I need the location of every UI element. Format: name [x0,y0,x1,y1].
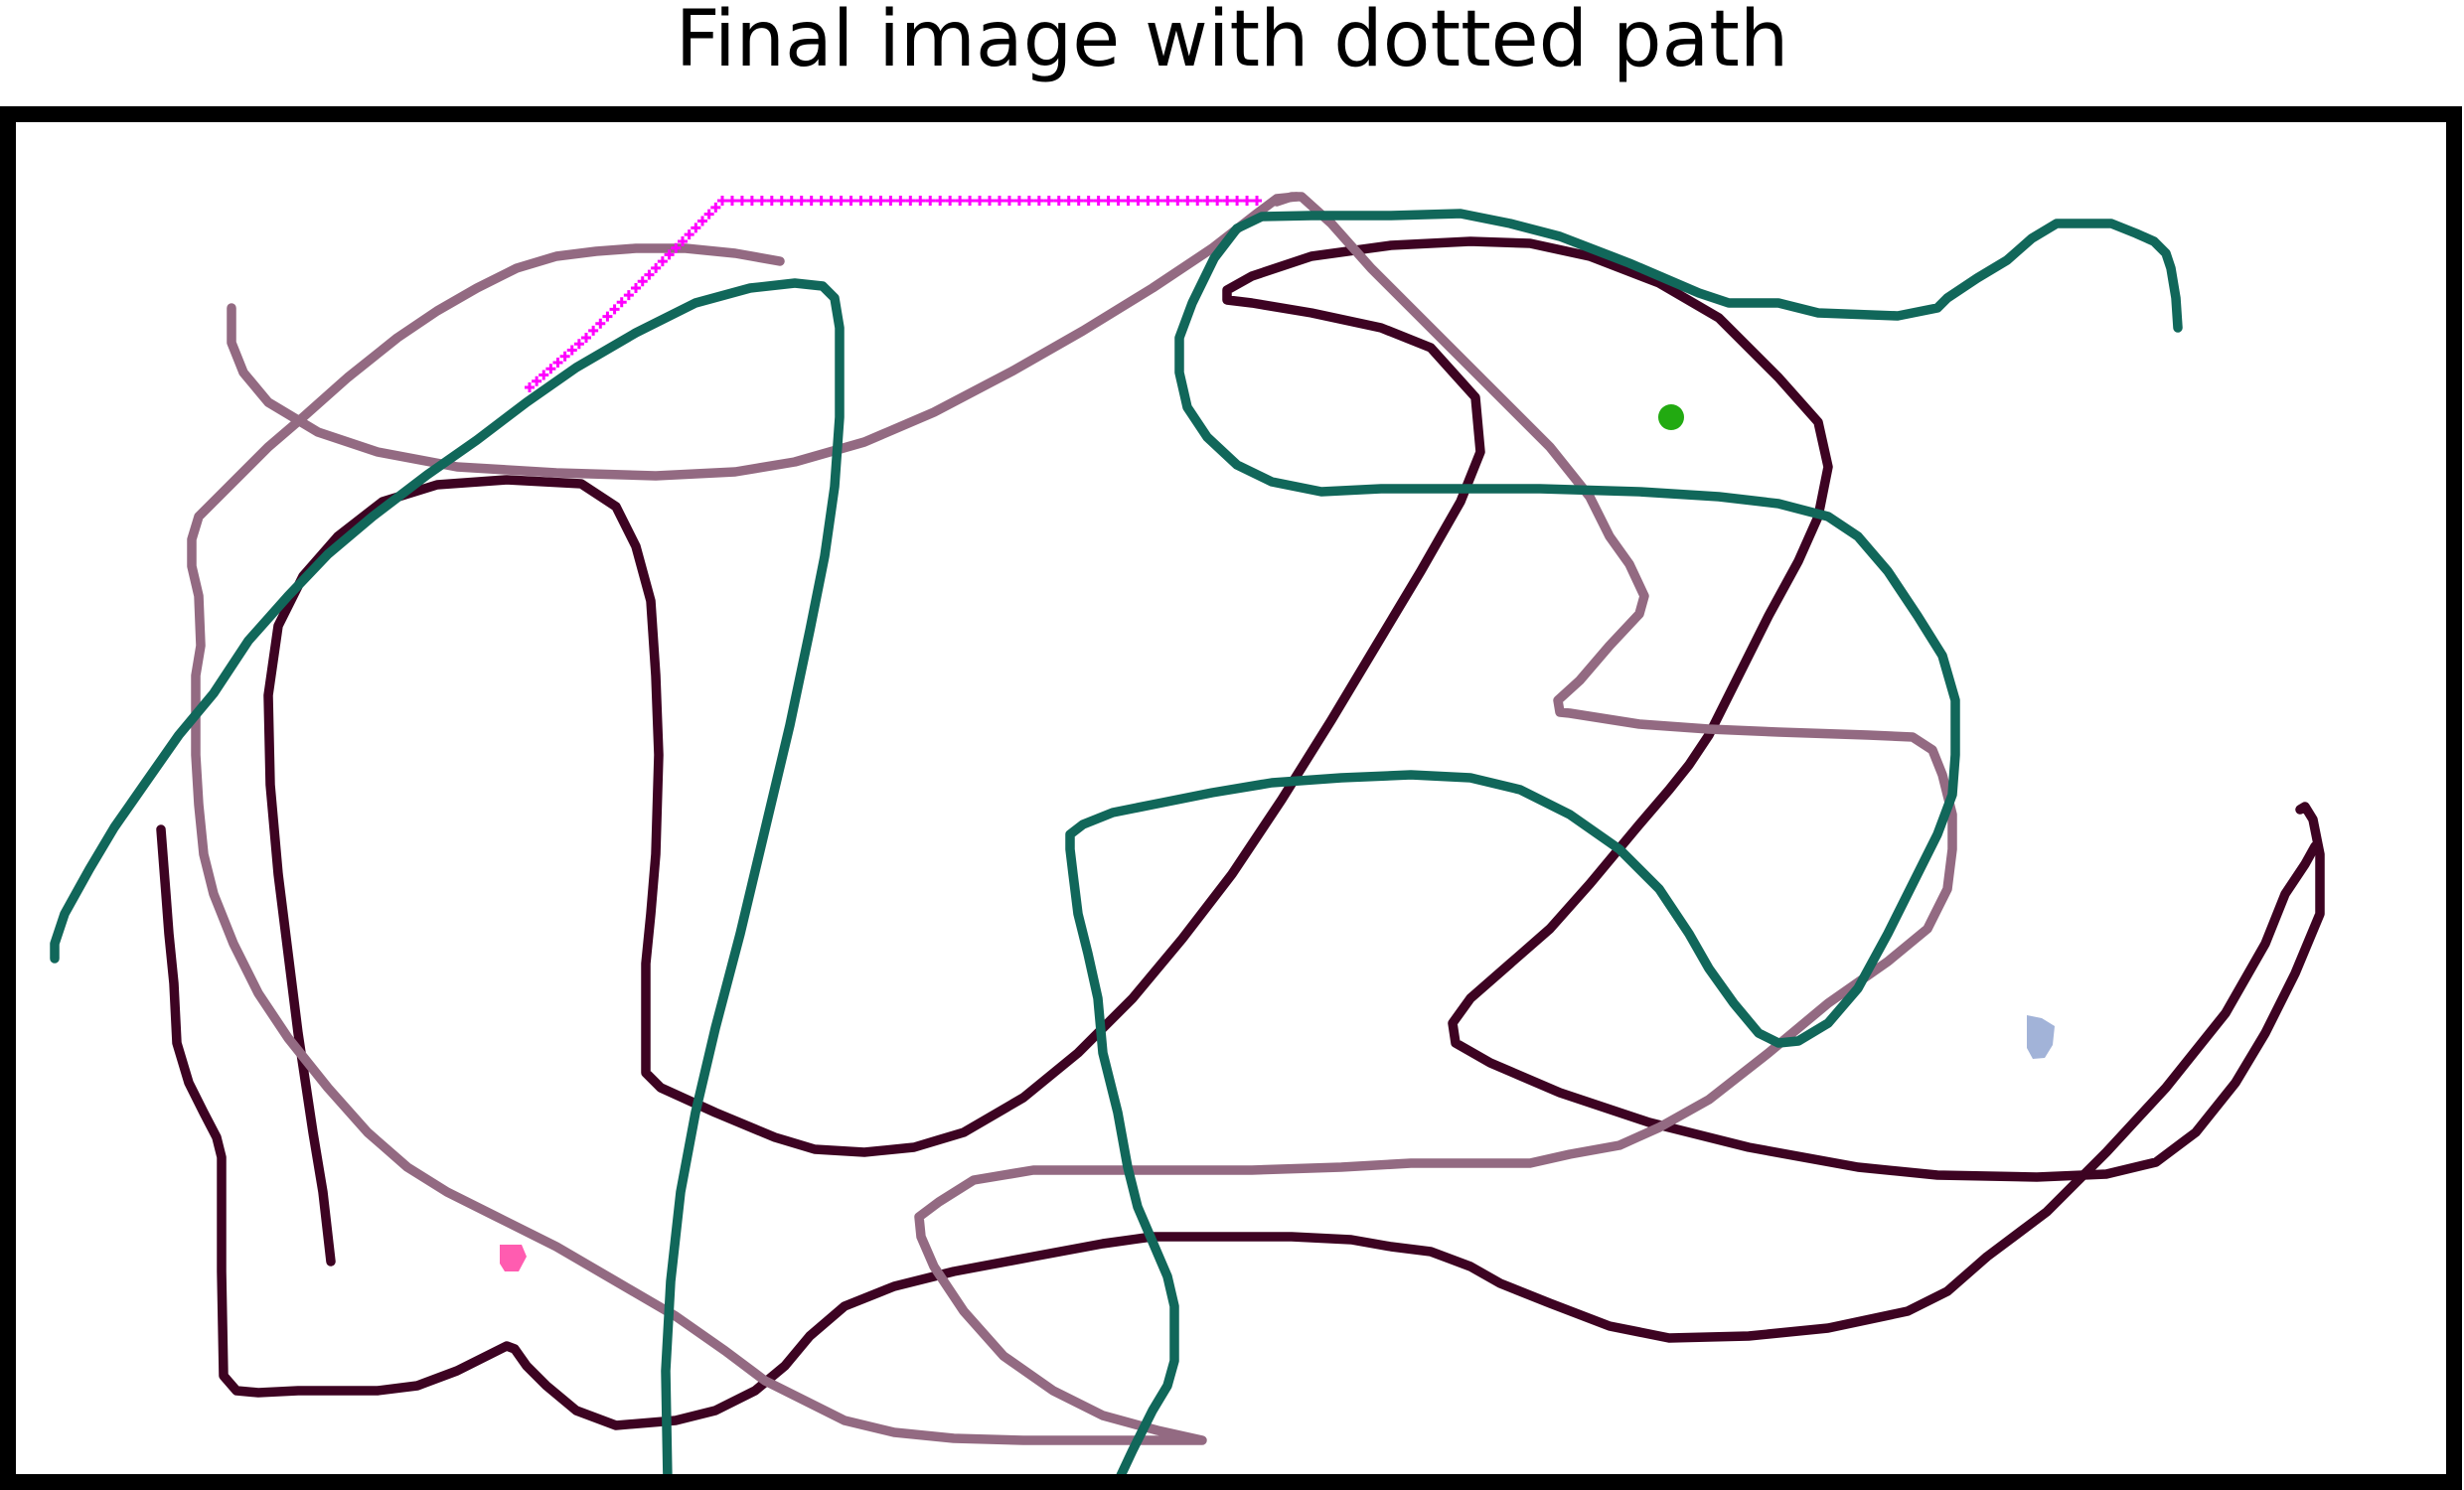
dotted-path-mark [796,196,807,206]
dotted-path-mark [726,196,737,206]
frame-border [0,106,2462,1490]
dotted-path-mark [766,196,777,206]
dotted-path-mark [581,333,591,343]
dotted-path-mark [875,196,886,206]
dotted-path-mark [1252,196,1263,206]
dotted-path-mark [1053,196,1064,206]
dotted-path-mark [1242,196,1253,206]
dotted-path-mark [609,304,620,315]
dotted-path-mark [1123,196,1134,206]
dotted-path-mark [1083,196,1094,206]
dotted-path-mark [671,242,682,253]
figure-title: Final image with dotted path [675,0,1789,84]
dotted-path-mark [525,382,535,392]
dotted-path-mark [1093,196,1104,206]
dotted-path-mark [945,196,956,206]
dotted-path-mark [855,196,866,206]
dotted-path-mark [1113,196,1124,206]
dotted-path-mark [545,364,556,374]
dotted-path-mark [895,196,906,206]
blue-mark [2027,1015,2055,1059]
dotted-path-mark [1232,196,1243,206]
dotted-path-mark [1202,196,1213,206]
dotted-path-mark [806,196,817,206]
pink-mark [500,1245,527,1271]
dotted-path-mark [1192,196,1203,206]
dotted-path-mark [697,216,707,226]
mauve-stroke-main [187,192,1957,1445]
dotted-path-mark [1033,196,1044,206]
dotted-path-mark [885,196,896,206]
dark-loop-left [263,236,2325,1266]
dotted-path-mark [975,196,986,206]
dotted-path-mark [678,236,688,246]
dotted-path-mark [703,209,714,220]
dotted-path-mark [955,196,966,206]
mauve-stroke-upper [227,192,1302,481]
dotted-path-mark [1073,196,1084,206]
dotted-path-mark [1153,196,1163,206]
dotted-path-mark [1162,196,1173,206]
dotted-path-mark [925,196,936,206]
dotted-path-mark [756,196,767,206]
dotted-path-mark [573,339,584,350]
dotted-path-mark [566,345,577,356]
dotted-path-mark [657,256,668,267]
dotted-path-mark [826,196,837,206]
dotted-path-mark [786,196,797,206]
dotted-path-mark [1103,196,1114,206]
dotted-path-mark [935,196,946,206]
dotted-path-mark [644,269,655,280]
dotted-path-mark [559,351,570,362]
dotted-path-mark [1133,196,1144,206]
dotted-path-mark [602,311,613,322]
dotted-path-mark [905,196,916,206]
dotted-path [525,196,1263,392]
dotted-path-mark [631,283,641,293]
dotted-path-mark [623,290,634,301]
canvas-background [8,114,2454,1482]
dotted-path-mark [532,375,542,386]
dotted-path-mark [1172,196,1183,206]
dotted-path-mark [1023,196,1034,206]
dotted-path-mark [746,196,757,206]
dotted-path-mark [1003,196,1014,206]
dotted-path-mark [710,202,721,213]
dotted-path-mark [1063,196,1074,206]
teal-stroke-right [1065,209,2183,1474]
dotted-path-mark [865,196,876,206]
dotted-path-mark [616,297,627,308]
dotted-path-mark [684,229,694,240]
dotted-path-mark [915,196,926,206]
dotted-path-mark [994,196,1004,206]
dotted-path-mark [588,325,599,336]
dark-loop-bottom [156,824,2320,1430]
dotted-path-mark [664,249,675,260]
dotted-path-mark [552,358,563,368]
dotted-path-mark [595,318,606,329]
dotted-path-mark [965,196,976,206]
point-markers [500,404,2055,1271]
dotted-path-mark [637,276,648,287]
dotted-path-mark [651,262,662,273]
dotted-path-mark [717,196,727,206]
dotted-path-mark [1222,196,1233,206]
dotted-path-mark [836,196,847,206]
dotted-path-mark [539,370,549,380]
dotted-path-mark [846,196,856,206]
dotted-path-mark [736,196,747,206]
dotted-path-mark [1143,196,1154,206]
dotted-path-mark [816,196,827,206]
dotted-path-mark [1212,196,1223,206]
dotted-path-mark [985,196,996,206]
dotted-path-mark [776,196,787,206]
dotted-path-mark [1043,196,1054,206]
dotted-path-mark [691,223,701,233]
dotted-path-mark [1013,196,1024,206]
dotted-path-mark [1182,196,1193,206]
green-dot [1658,404,1684,430]
teal-stroke-left [50,278,845,1474]
